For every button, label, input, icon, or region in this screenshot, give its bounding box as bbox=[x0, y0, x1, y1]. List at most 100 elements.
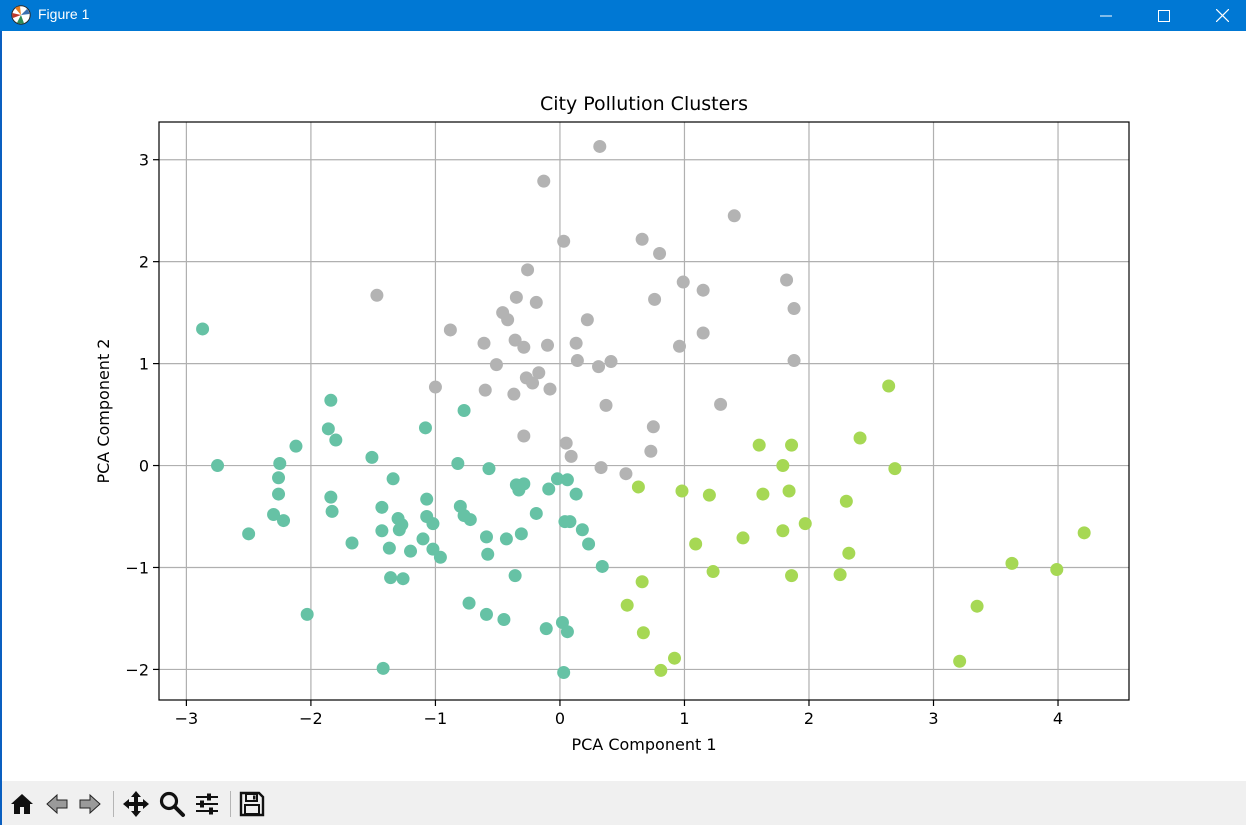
matplotlib-logo-icon bbox=[11, 5, 31, 25]
data-point bbox=[631, 480, 645, 494]
data-point bbox=[529, 506, 543, 520]
data-point bbox=[648, 292, 662, 306]
forward-button[interactable] bbox=[75, 789, 105, 819]
data-point bbox=[443, 323, 457, 337]
data-point bbox=[325, 504, 339, 518]
pan-button[interactable] bbox=[121, 789, 151, 819]
data-point bbox=[196, 322, 210, 336]
data-point bbox=[1005, 556, 1019, 570]
data-point bbox=[370, 288, 384, 302]
data-point bbox=[501, 313, 515, 327]
data-point bbox=[395, 518, 409, 532]
navigation-toolbar bbox=[2, 781, 1246, 825]
data-point bbox=[570, 354, 584, 368]
data-point bbox=[620, 598, 634, 612]
data-points bbox=[196, 139, 1091, 679]
data-point bbox=[736, 531, 750, 545]
data-point bbox=[529, 295, 543, 309]
data-point bbox=[953, 654, 967, 668]
data-point bbox=[1050, 563, 1064, 577]
data-point bbox=[559, 436, 573, 450]
grid-lines bbox=[159, 122, 1129, 700]
data-point bbox=[396, 572, 410, 586]
data-point bbox=[839, 494, 853, 508]
data-point bbox=[543, 382, 557, 396]
data-point bbox=[507, 387, 521, 401]
data-point bbox=[418, 421, 432, 435]
data-point bbox=[420, 492, 434, 506]
x-tick-label: 1 bbox=[679, 709, 689, 728]
data-point bbox=[619, 467, 633, 481]
data-point bbox=[508, 333, 522, 347]
zoom-button[interactable] bbox=[157, 789, 187, 819]
data-point bbox=[289, 439, 303, 453]
window-title: Figure 1 bbox=[38, 6, 90, 22]
data-point bbox=[324, 393, 338, 407]
data-point bbox=[702, 488, 716, 502]
data-point bbox=[592, 360, 606, 374]
y-tick-label: 1 bbox=[139, 355, 149, 374]
data-point bbox=[526, 376, 540, 390]
data-point bbox=[780, 273, 794, 287]
data-point bbox=[532, 366, 546, 380]
toolbar-separator bbox=[113, 791, 114, 817]
data-point bbox=[509, 290, 523, 304]
data-point bbox=[267, 507, 281, 521]
titlebar[interactable]: Figure 1 bbox=[0, 0, 1246, 31]
data-point bbox=[386, 472, 400, 486]
minimize-button[interactable] bbox=[1077, 0, 1135, 31]
data-point bbox=[272, 471, 286, 485]
x-tick-label: 4 bbox=[1053, 709, 1063, 728]
data-point bbox=[853, 431, 867, 445]
data-point bbox=[582, 537, 596, 551]
minimize-icon bbox=[1100, 15, 1112, 16]
data-point bbox=[537, 174, 551, 188]
data-point bbox=[517, 477, 531, 491]
data-point bbox=[676, 275, 690, 289]
data-point bbox=[636, 626, 650, 640]
data-point bbox=[539, 622, 553, 636]
move-icon bbox=[123, 791, 149, 817]
y-tick-label: 2 bbox=[139, 253, 149, 272]
data-point bbox=[557, 665, 571, 679]
data-point bbox=[714, 397, 728, 411]
arrow-left-icon bbox=[46, 793, 68, 815]
data-point bbox=[564, 449, 578, 463]
x-tick-label: −1 bbox=[424, 709, 448, 728]
figure-canvas[interactable]: −3 −2 −1 0 1 2 3 4 −2 −1 0 1 2 3 City Pollution Clust… bbox=[2, 31, 1246, 781]
configure-subplots-button[interactable] bbox=[192, 789, 222, 819]
home-button[interactable] bbox=[7, 789, 37, 819]
data-point bbox=[635, 575, 649, 589]
data-point bbox=[654, 663, 668, 677]
data-point bbox=[451, 456, 465, 470]
y-axis-label: PCA Component 2 bbox=[94, 338, 113, 483]
arrow-right-icon bbox=[79, 793, 101, 815]
data-point bbox=[497, 612, 511, 626]
x-axis-label: PCA Component 1 bbox=[571, 735, 716, 754]
x-tick-label: −3 bbox=[175, 709, 199, 728]
data-point bbox=[479, 607, 493, 621]
data-point bbox=[604, 355, 618, 369]
data-point bbox=[457, 403, 471, 417]
data-point bbox=[508, 569, 522, 583]
close-button[interactable] bbox=[1193, 0, 1246, 31]
data-point bbox=[375, 500, 389, 514]
data-point bbox=[672, 339, 686, 353]
maximize-button[interactable] bbox=[1135, 0, 1193, 31]
data-point bbox=[550, 472, 564, 486]
data-point bbox=[324, 490, 338, 504]
data-point bbox=[1077, 526, 1091, 540]
data-point bbox=[689, 537, 703, 551]
toolbar-separator bbox=[230, 791, 231, 817]
x-tick-label: 0 bbox=[555, 709, 565, 728]
data-point bbox=[569, 336, 583, 350]
save-button[interactable] bbox=[237, 789, 267, 819]
back-button[interactable] bbox=[42, 789, 72, 819]
magnifier-icon bbox=[159, 791, 185, 817]
data-point bbox=[329, 433, 343, 447]
data-point bbox=[416, 532, 430, 546]
data-point bbox=[426, 517, 440, 531]
axes-frame bbox=[158, 121, 1130, 701]
data-point bbox=[653, 247, 667, 261]
